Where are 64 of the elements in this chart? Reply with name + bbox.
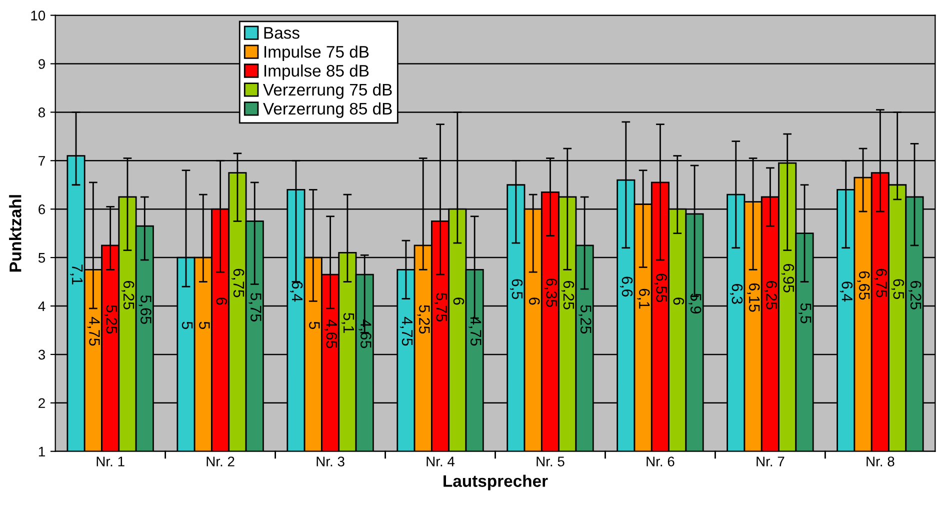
data-label: 5,9 xyxy=(688,294,702,314)
data-label: 4,75 xyxy=(87,316,100,346)
x-tick-label: Nr. 5 xyxy=(536,456,564,466)
data-label: 6,65 xyxy=(857,271,870,300)
y-tick-label: 7 xyxy=(38,156,45,166)
data-label: 5,1 xyxy=(342,312,354,333)
data-label: 6,95 xyxy=(781,264,794,292)
y-tick-label: 5 xyxy=(38,253,46,263)
x-tick-label: Nr. 1 xyxy=(96,456,124,466)
data-label: 4,75 xyxy=(400,316,413,346)
x-tick-label: Nr. 6 xyxy=(646,456,674,466)
data-label: 6,3 xyxy=(730,284,743,304)
x-tick-label: Nr. 7 xyxy=(756,456,784,466)
x-axis-title: Lautsprecher xyxy=(444,474,548,490)
data-label: 5,25 xyxy=(578,305,592,334)
data-label: 6,75 xyxy=(874,268,887,298)
y-tick-label: 4 xyxy=(38,301,46,312)
data-label: 5,25 xyxy=(417,305,430,334)
data-label: 5 xyxy=(309,322,320,329)
data-label: 6 xyxy=(216,298,228,305)
data-label: 6,25 xyxy=(908,281,922,310)
legend-label: Impulse 75 dB xyxy=(264,46,369,62)
y-tick-label: 2 xyxy=(38,398,45,408)
y-tick-label: 3 xyxy=(38,350,46,360)
y-tick-label: 10 xyxy=(31,10,46,20)
legend-label: Verzerrung 75 dB xyxy=(263,83,392,99)
data-label: 6,15 xyxy=(747,283,760,312)
data-label: 5,5 xyxy=(798,303,812,324)
y-tick-label: 1 xyxy=(38,446,45,456)
data-label: 6,35 xyxy=(544,278,557,307)
legend-label: Verzerrung 85 dB xyxy=(263,102,392,118)
data-label: 6,4 xyxy=(290,282,303,302)
data-label: 5 xyxy=(182,322,193,329)
y-tick-label: 9 xyxy=(38,59,45,69)
data-label: 6,5 xyxy=(510,279,523,300)
data-label: 5 xyxy=(199,322,210,329)
data-label: 6,25 xyxy=(122,281,134,310)
data-label: 4,65 xyxy=(324,319,338,348)
data-label: 5,75 xyxy=(248,292,262,322)
y-axis-title: Punktzahl xyxy=(9,195,22,272)
legend-label: Bass xyxy=(264,27,300,39)
data-label: 6 xyxy=(453,298,464,305)
data-label: 4,75 xyxy=(468,316,482,346)
y-tick-label: 8 xyxy=(38,108,46,118)
x-tick-label: Nr. 3 xyxy=(316,456,344,466)
data-label: 6,6 xyxy=(620,276,633,297)
data-label: 6,75 xyxy=(232,268,244,298)
data-label: 5,25 xyxy=(104,305,118,334)
data-label: 6,55 xyxy=(654,274,667,302)
data-label: 6,5 xyxy=(891,279,904,300)
data-label: 6,1 xyxy=(637,288,650,309)
x-tick-label: Nr. 4 xyxy=(426,456,455,466)
data-label: 6,4 xyxy=(840,282,853,302)
data-label: 6 xyxy=(528,298,540,305)
data-label: 6,25 xyxy=(562,281,574,310)
data-label: 6,25 xyxy=(764,281,777,310)
data-label: 5,65 xyxy=(138,295,152,324)
legend-label: Impulse 85 dB xyxy=(264,64,369,80)
data-label: 5,75 xyxy=(434,292,447,322)
data-label: 7,1 xyxy=(70,264,83,284)
x-tick-label: Nr. 2 xyxy=(206,456,234,466)
y-tick-label: 6 xyxy=(38,204,46,214)
x-tick-label: Nr. 8 xyxy=(866,456,894,466)
data-label: 6 xyxy=(673,298,684,305)
